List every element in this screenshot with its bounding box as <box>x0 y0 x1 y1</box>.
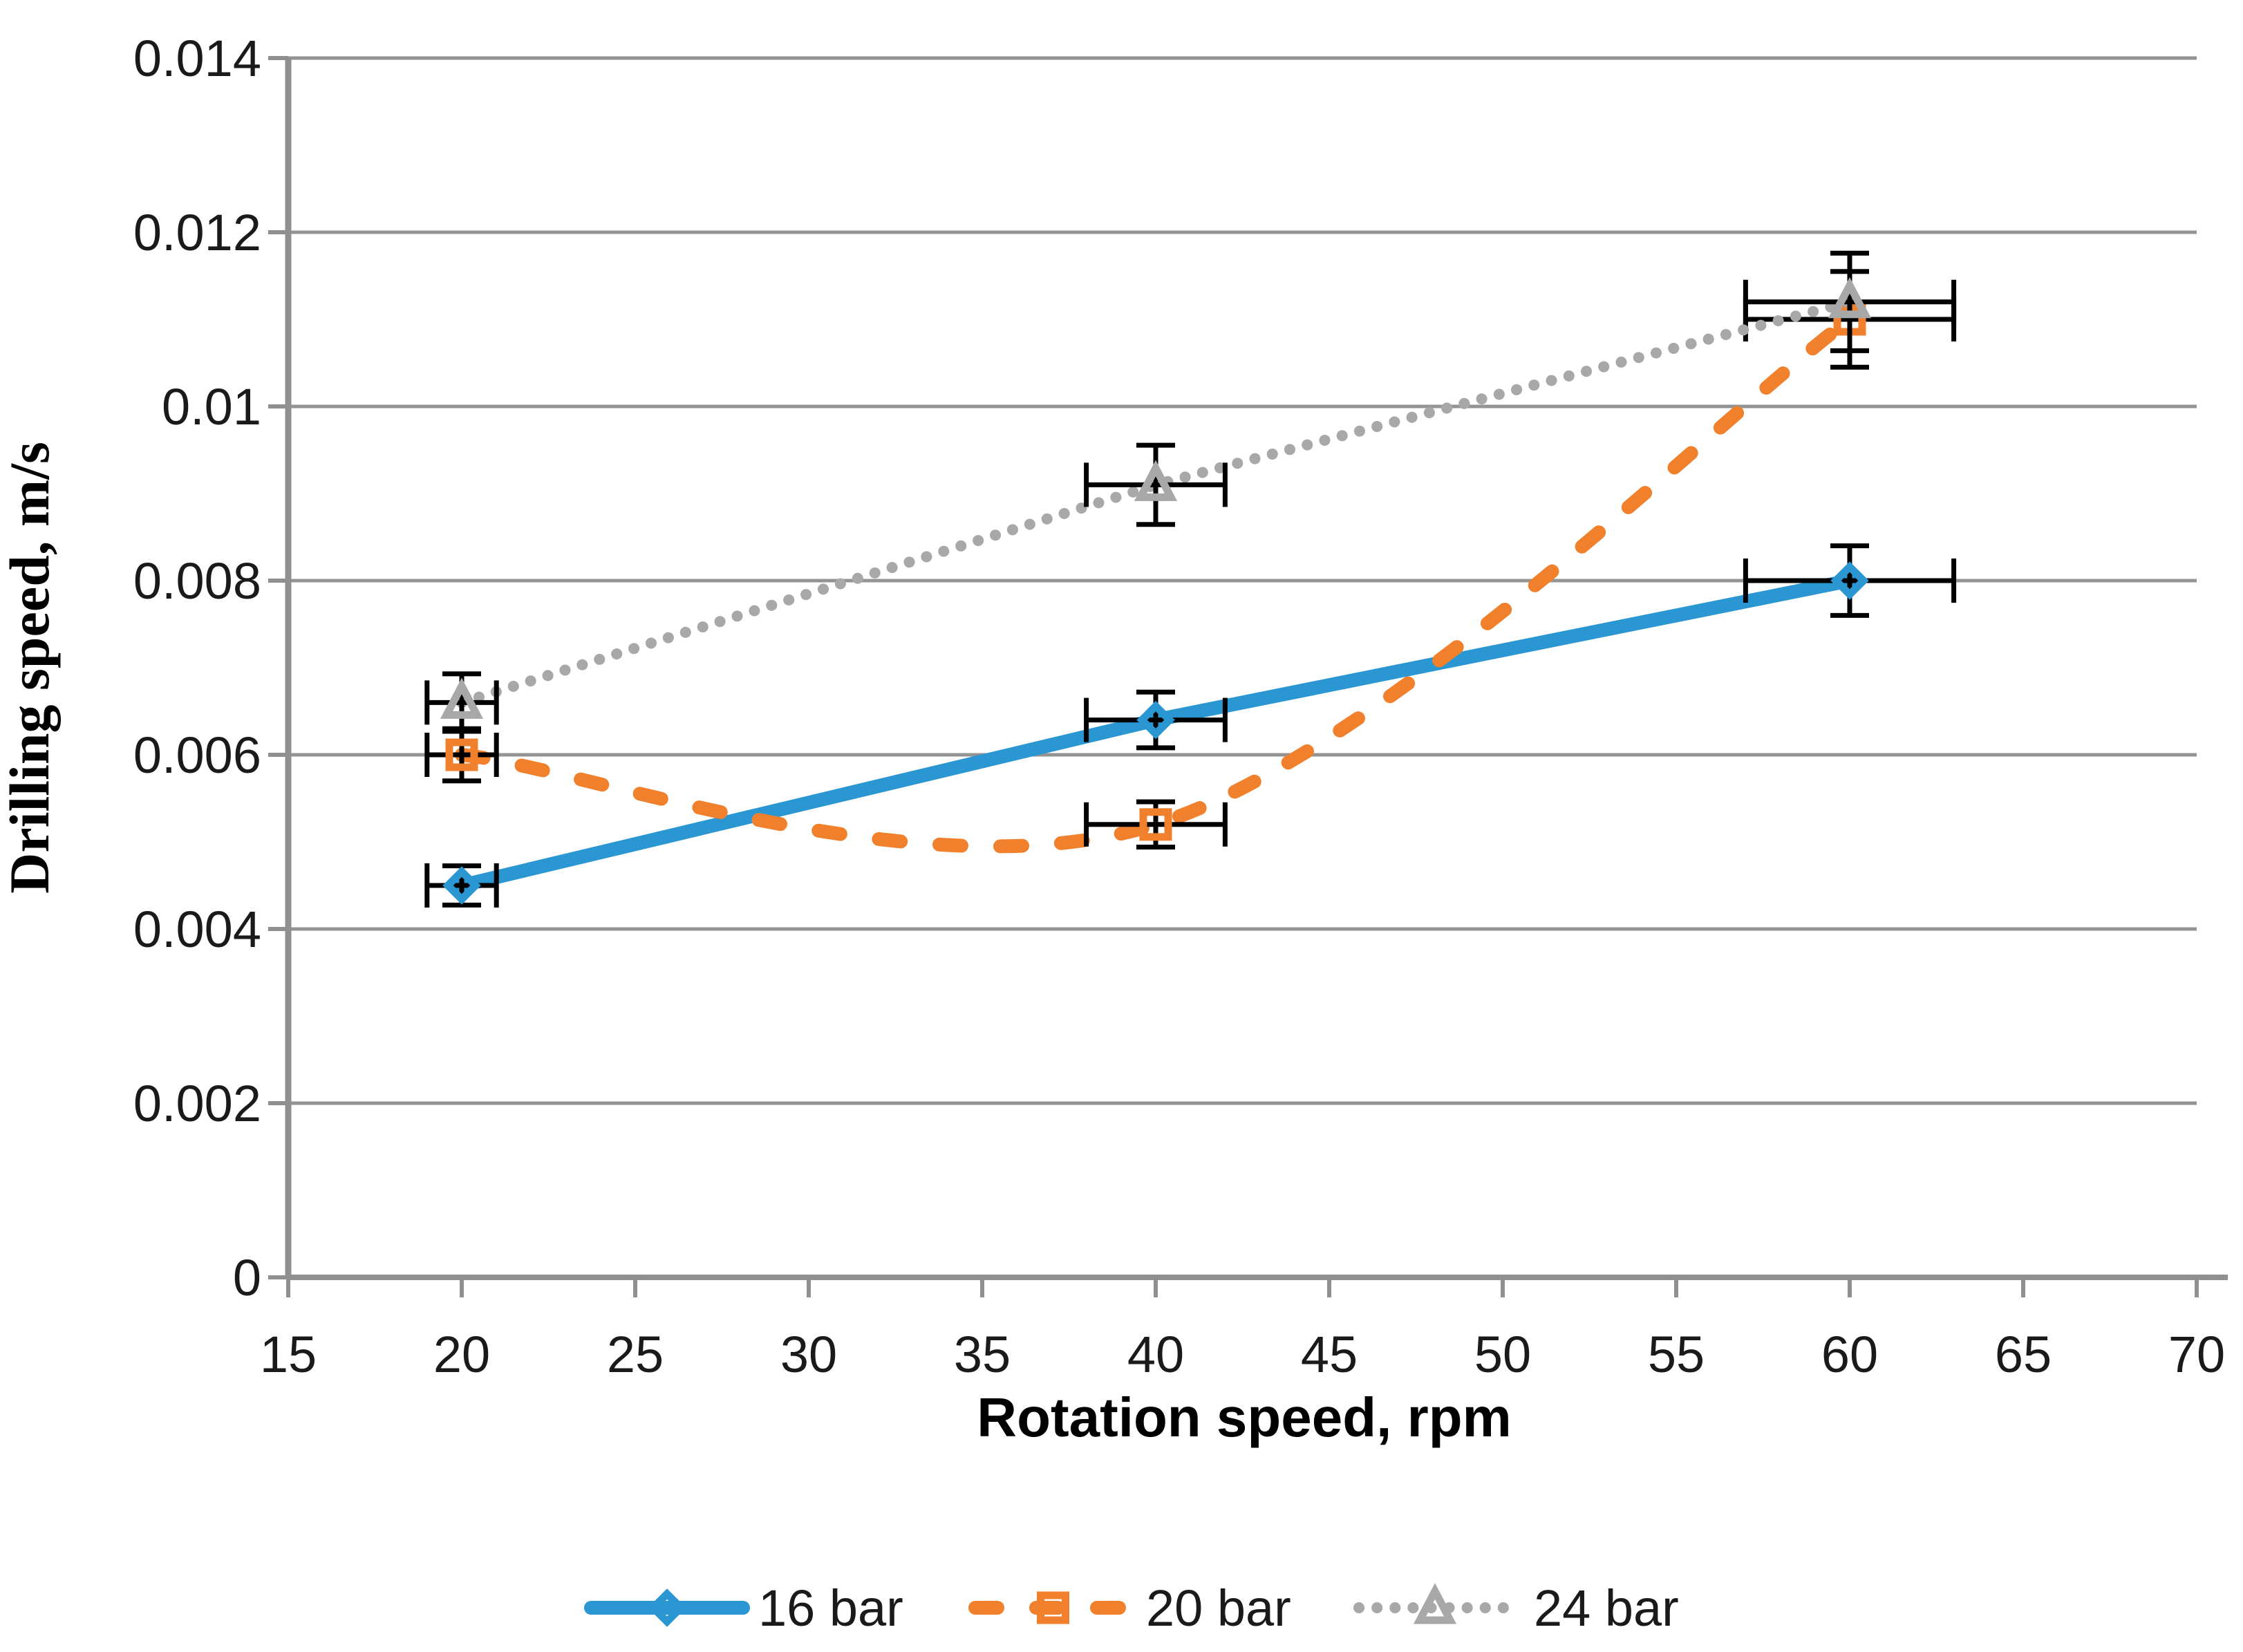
x-axis-title: Rotation speed, rpm <box>977 1387 1511 1448</box>
triangle-marker <box>1134 460 1178 501</box>
series-line <box>456 296 1855 708</box>
legend-label-24-bar: 24 bar <box>1534 1579 1679 1637</box>
x-tick-label: 70 <box>2168 1326 2225 1383</box>
y-tick-label: 0.004 <box>133 901 261 958</box>
x-tick-label: 25 <box>607 1326 664 1383</box>
triangle-marker <box>440 677 484 719</box>
error-bars <box>424 543 1957 908</box>
y-tick-label: 0.006 <box>133 726 261 784</box>
y-tick-label: 0.012 <box>133 204 261 261</box>
error-bars <box>424 269 1957 850</box>
square-marker <box>1139 808 1172 841</box>
x-tick-label: 35 <box>954 1326 1011 1383</box>
x-tick-label: 20 <box>433 1326 490 1383</box>
triangle-marker <box>1413 1583 1457 1624</box>
x-tick-label: 40 <box>1127 1326 1184 1383</box>
series-line <box>455 312 1857 854</box>
diamond-marker <box>1136 700 1175 740</box>
square-marker <box>1037 1591 1069 1624</box>
y-tick-label: 0 <box>233 1249 261 1306</box>
legend-swatch-20-bar <box>968 1591 1138 1624</box>
tick-labels: 0 0.002 0.004 0.006 0.008 0.01 0.012 0.014 15 20 2… <box>133 30 2225 1383</box>
error-bars <box>424 250 1957 734</box>
x-tick-label: 15 <box>260 1326 317 1383</box>
diamond-marker <box>1830 561 1869 600</box>
series-16-bar <box>424 543 1957 908</box>
series-layer <box>424 250 1957 908</box>
y-tick-label: 0.002 <box>133 1075 261 1132</box>
legend: 16 bar 20 bar 24 bar <box>584 1579 1679 1637</box>
gridlines <box>288 56 2197 1105</box>
x-tick-label: 45 <box>1301 1326 1358 1383</box>
x-tick-label: 50 <box>1474 1326 1531 1383</box>
y-tick-label: 0.008 <box>133 552 261 610</box>
legend-swatch-24-bar <box>1353 1583 1517 1624</box>
y-tick-label: 0.014 <box>133 30 261 87</box>
y-tick-label: 0.01 <box>162 378 261 435</box>
y-axis-title: Drilling speed, m/s <box>0 442 61 894</box>
series-24-bar <box>424 250 1957 734</box>
tick-marks <box>268 56 2199 1297</box>
x-tick-label: 60 <box>1821 1326 1878 1383</box>
triangle-marker <box>1828 276 1872 319</box>
legend-label-16-bar: 16 bar <box>758 1579 903 1637</box>
x-tick-label: 30 <box>780 1326 837 1383</box>
axes <box>285 58 2228 1280</box>
square-marker <box>445 738 478 771</box>
x-tick-label: 55 <box>1648 1326 1705 1383</box>
x-tick-label: 65 <box>1995 1326 2052 1383</box>
series-20-bar <box>424 269 1957 854</box>
diamond-marker <box>442 866 481 905</box>
legend-swatch-16-bar <box>584 1588 750 1627</box>
diamond-marker <box>648 1588 686 1627</box>
legend-label-20-bar: 20 bar <box>1146 1579 1291 1637</box>
